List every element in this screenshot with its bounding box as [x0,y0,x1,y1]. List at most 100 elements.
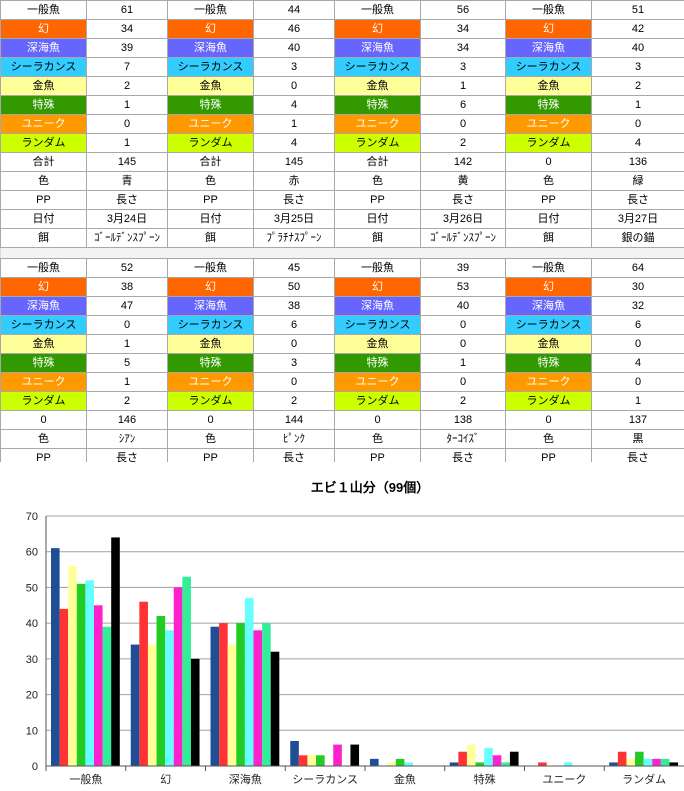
bar [156,616,166,766]
count-cell: 46 [253,19,335,39]
count-cell: 4 [591,353,684,373]
category-label: シーラカンス [334,315,421,335]
date-value: 3月26日 [420,209,506,229]
total-label: 合計 [0,152,87,172]
bar [270,651,280,766]
category-label: 幻 [167,19,254,39]
bar [76,583,86,766]
color-value: 赤 [253,171,335,191]
category-label: シーラカンス [334,57,421,77]
x-tick-label: 深海魚 [229,772,262,786]
count-cell: 0 [420,334,506,354]
count-cell: 0 [591,372,684,392]
category-label: ユニーク [505,372,592,392]
color-value: 黒 [591,429,684,449]
x-tick-label: シーラカンス [292,773,358,786]
count-cell: 2 [86,391,168,411]
bait-label: 餌 [0,228,87,248]
category-label: 幻 [334,277,421,297]
color-label: 色 [167,171,254,191]
table-row: 一般魚 52 一般魚 45 一般魚 39 一般魚 64 [0,258,684,278]
bar [262,623,271,766]
table-row: 特殊 5 特殊 3 特殊 1 特殊 4 [0,353,684,373]
color-value: 緑 [591,171,684,191]
pp-value: 長さ [420,190,506,210]
bar [617,751,627,766]
table-row: 一般魚 61 一般魚 44 一般魚 56 一般魚 51 [0,0,684,20]
date-label: 日付 [505,209,592,229]
count-cell: 44 [253,0,335,20]
total-value: 142 [420,152,506,172]
bait-value: ｺﾞｰﾙﾃﾞﾝｽﾌﾟｰﾝ [420,228,506,248]
table-row: PP 長さ PP 長さ PP 長さ PP 長さ [0,190,684,210]
category-label: 深海魚 [505,38,592,58]
count-cell: 0 [86,114,168,134]
total-value: 145 [86,152,168,172]
pp-value: 長さ [253,190,335,210]
bar [182,576,191,766]
x-tick-label: ユニーク [542,773,586,786]
chart-bars [51,537,679,766]
count-cell: 40 [253,38,335,58]
count-cell: 2 [253,391,335,411]
table-row: 深海魚 47 深海魚 38 深海魚 40 深海魚 32 [0,296,684,316]
table-row: 幻 38 幻 50 幻 53 幻 30 [0,277,684,297]
chart-title: エビ１山分（99個） [311,480,429,495]
count-cell: 2 [420,133,506,153]
category-label: シーラカンス [0,57,87,77]
category-label: 特殊 [167,353,254,373]
y-tick-label: 40 [26,618,38,630]
table-row: 合計 145 合計 145 合計 142 0 136 [0,152,684,172]
pp-value: 長さ [86,190,168,210]
color-label: 色 [167,429,254,449]
x-tick-label: 金魚 [394,772,416,786]
bar [130,644,140,766]
count-cell: 3 [253,353,335,373]
bar [51,548,60,766]
bar [219,623,228,766]
count-cell: 2 [86,76,168,96]
total-value: 145 [253,152,335,172]
category-label: 金魚 [167,76,254,96]
category-label: 金魚 [167,334,254,354]
category-label: 金魚 [334,334,421,354]
bait-value: 銀の錨 [591,228,684,248]
bar [333,744,342,766]
table-row: 深海魚 39 深海魚 40 深海魚 34 深海魚 40 [0,38,684,58]
count-cell: 64 [591,258,684,278]
category-label: 幻 [505,277,592,297]
count-cell: 0 [420,315,506,335]
count-cell: 50 [253,277,335,297]
category-label: 一般魚 [505,0,592,20]
bait-label: 餌 [334,228,421,248]
count-cell: 0 [253,76,335,96]
count-cell: 0 [253,372,335,392]
bar [660,758,670,766]
bar [68,566,77,766]
table-row: 金魚 1 金魚 0 金魚 0 金魚 0 [0,334,684,354]
bar [298,755,308,766]
bar [85,580,94,766]
count-cell: 6 [253,315,335,335]
total-label: 0 [167,410,254,430]
category-label: 深海魚 [0,38,87,58]
bar [563,762,573,766]
bar [501,762,510,766]
bar-chart: エビ１山分（99個） 0 10 20 30 40 50 60 70 一般魚 幻 深海魚 シーラカンス 金… [0,462,684,791]
category-label: ユニーク [167,114,254,134]
bar [190,658,200,766]
count-cell: 1 [591,95,684,115]
count-cell: 32 [591,296,684,316]
category-label: ユニーク [334,372,421,392]
count-cell: 1 [86,95,168,115]
date-label: 日付 [0,209,87,229]
bar [244,598,254,766]
bar [652,758,661,766]
bar [139,601,148,766]
category-label: 深海魚 [167,38,254,58]
count-cell: 6 [591,315,684,335]
bar [538,762,547,766]
data-table: 一般魚 61 一般魚 44 一般魚 56 一般魚 51 幻 34 幻 46 幻 34 幻 42 深海魚 39 深海魚… [0,0,684,506]
bar [475,762,485,766]
date-value: 3月24日 [86,209,168,229]
